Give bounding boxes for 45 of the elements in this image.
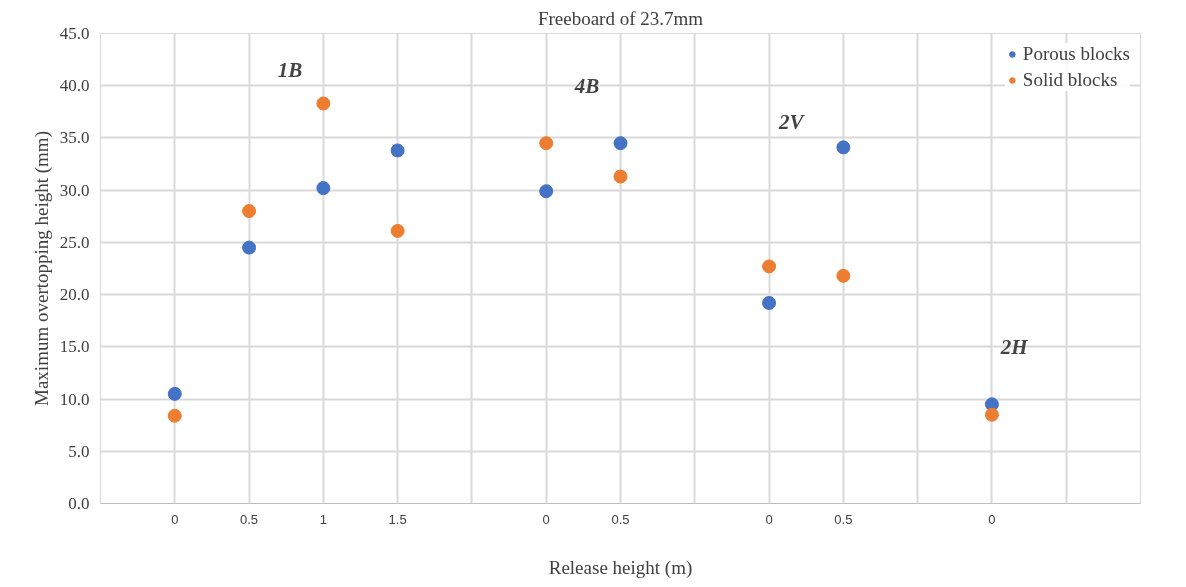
chart-title: Freeboard of 23.7mm xyxy=(537,7,704,29)
x-tick-label: 1 xyxy=(319,511,327,527)
legend-label: Porous blocks xyxy=(1022,43,1130,65)
point xyxy=(167,408,182,423)
x-tick-label: 0.5 xyxy=(834,511,853,527)
y-tick-label: 15.0 xyxy=(59,337,90,357)
x-tick-label: 0 xyxy=(988,511,996,527)
point xyxy=(316,181,331,196)
point xyxy=(167,386,182,401)
x-tick-label: 0 xyxy=(765,511,773,527)
annotation: 2H xyxy=(999,334,1029,359)
point xyxy=(984,407,999,422)
y-axis-title: Maximum overtopping height (mm) xyxy=(30,131,53,406)
x-tick-label: 0.5 xyxy=(240,511,259,527)
x-tick-label: 0.5 xyxy=(611,511,630,527)
point xyxy=(762,259,777,274)
annotation: 2V xyxy=(778,110,806,135)
y-tick-label: 45.0 xyxy=(59,24,90,43)
point xyxy=(539,136,554,151)
point xyxy=(390,223,405,238)
annotation: 4B xyxy=(573,73,600,98)
point xyxy=(390,143,405,158)
x-axis-title: Release height (m) xyxy=(548,556,693,579)
x-tick-label: 1.5 xyxy=(388,511,407,527)
y-tick-label: 10.0 xyxy=(59,389,90,409)
y-tick-label: 5.0 xyxy=(68,441,90,461)
point xyxy=(539,184,554,199)
x-tick-label: 0 xyxy=(171,511,179,527)
point xyxy=(316,96,331,111)
point xyxy=(242,240,257,255)
y-tick-label: 30.0 xyxy=(59,180,90,200)
y-tick-label: 25.0 xyxy=(59,232,90,252)
annotation: 1B xyxy=(277,58,303,83)
point xyxy=(836,140,851,155)
legend-label: Solid blocks xyxy=(1022,69,1118,91)
y-tick-label: 0.0 xyxy=(68,494,90,513)
y-tick-label: 35.0 xyxy=(59,128,90,148)
x-tick-label: 0 xyxy=(542,511,550,527)
y-tick-label: 40.0 xyxy=(59,76,90,96)
point xyxy=(613,169,628,184)
point xyxy=(242,204,257,219)
y-tick-label: 20.0 xyxy=(59,285,90,305)
point xyxy=(836,268,851,283)
point xyxy=(762,295,777,310)
point xyxy=(613,136,628,151)
